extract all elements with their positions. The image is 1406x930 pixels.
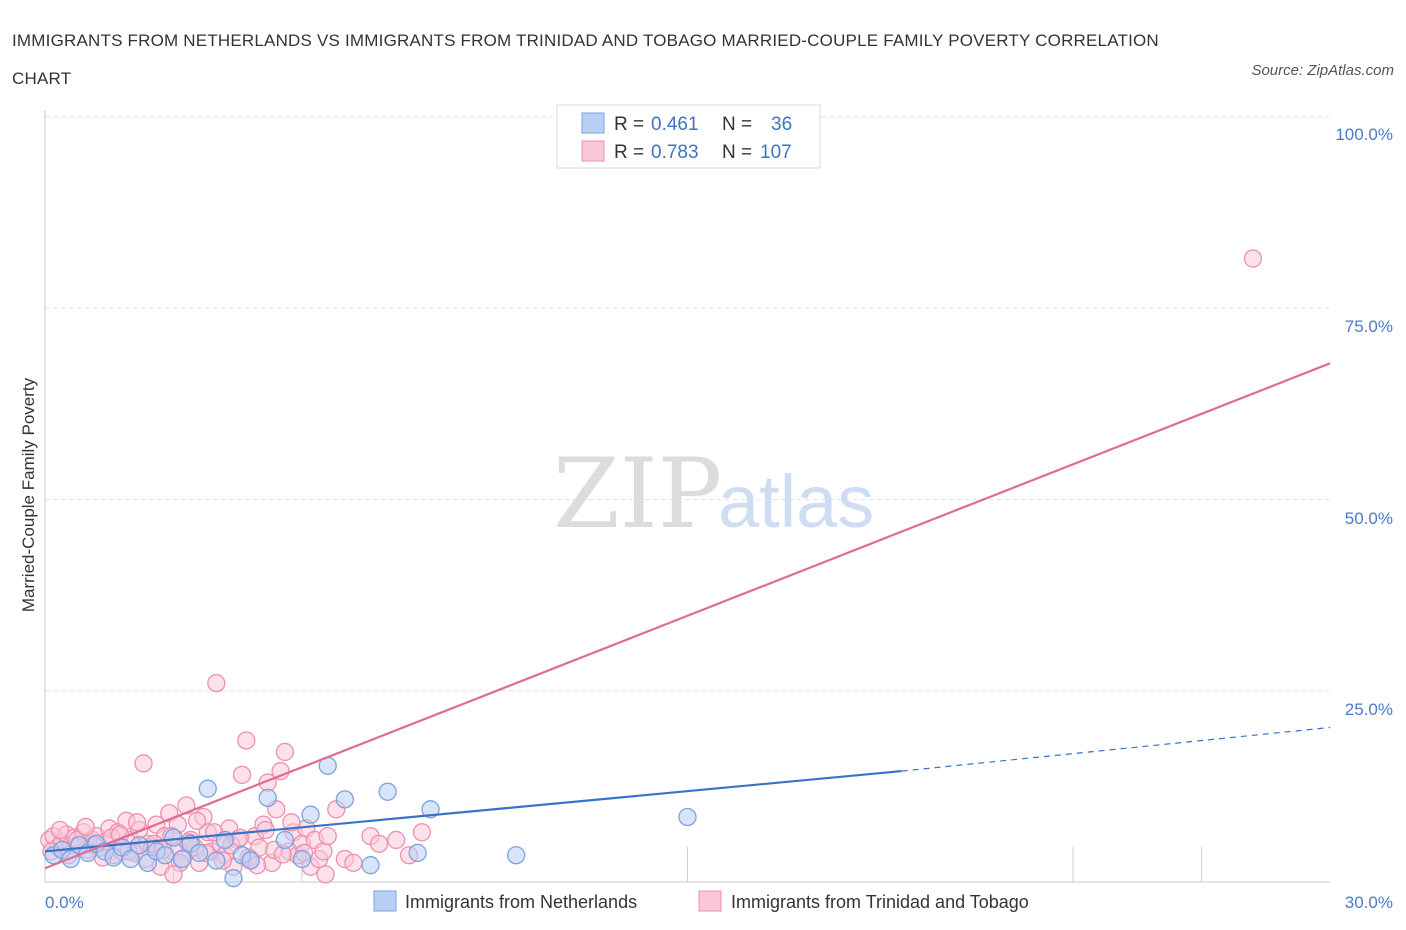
watermark-zip: ZIP <box>553 438 722 550</box>
trinidad-point <box>282 813 301 832</box>
trendline-netherlands <box>44 769 902 853</box>
netherlands-point <box>301 805 320 824</box>
trinidad-point <box>207 673 226 693</box>
trinidad-point <box>50 820 70 840</box>
y-tick-50: 50.0% <box>1345 509 1393 528</box>
x-tick-0: 0.0% <box>45 893 84 912</box>
y-tick-75: 75.0% <box>1345 317 1393 336</box>
legend-r-value-trinidad: 0.783 <box>651 142 699 163</box>
y-tick-100: 100.0% <box>1335 125 1393 144</box>
x-tick-30: 30.0% <box>1345 893 1393 912</box>
netherlands-point <box>378 782 397 801</box>
legend-n-value-trinidad: 107 <box>760 142 792 163</box>
bottom-legend-swatch-trinidad <box>698 890 722 912</box>
trinidad-point <box>164 865 183 884</box>
trendline-trinidad <box>44 362 1331 870</box>
trinidad-point <box>187 811 207 830</box>
chart-title: IMMIGRANTS FROM NETHERLANDS VS IMMIGRANT… <box>12 31 1159 88</box>
netherlands-point <box>421 800 440 819</box>
netherlands-point <box>241 851 260 870</box>
trinidad-point <box>1243 249 1263 268</box>
netherlands-point <box>335 790 354 809</box>
trinidad-point <box>318 826 337 846</box>
y-axis-label: Married-Couple Family Poverty <box>19 377 38 612</box>
trinidad-point <box>387 830 406 850</box>
netherlands-point <box>164 828 183 847</box>
netherlands-point <box>275 830 295 850</box>
netherlands-point <box>172 849 192 869</box>
y-tick-25: 25.0% <box>1345 700 1393 719</box>
legend-swatch-netherlands <box>581 112 605 134</box>
trinidad-point <box>316 865 335 884</box>
netherlands-point <box>361 856 380 875</box>
trinidad-point <box>237 731 256 750</box>
trinidad-point <box>127 813 147 832</box>
legend-n-label-trinidad: N = <box>722 142 752 163</box>
netherlands-point <box>258 788 277 807</box>
netherlands-point <box>292 849 312 869</box>
netherlands-point <box>121 849 140 869</box>
netherlands-point <box>130 836 149 855</box>
legend-n-value-netherlands: 36 <box>771 114 792 135</box>
stats-legend: R = 0.461 N = 36 R = 0.783 N = 107 <box>556 104 821 169</box>
bottom-legend-label-trinidad: Immigrants from Trinidad and Tobago <box>731 892 1029 912</box>
legend-r-label-trinidad: R = <box>614 142 644 163</box>
trinidad-point <box>369 834 389 853</box>
trinidad-point <box>232 765 252 785</box>
legend-n-label-netherlands: N = <box>722 114 752 135</box>
trinidad-point <box>412 823 432 842</box>
netherlands-point <box>224 869 243 888</box>
trendlines <box>44 362 1331 870</box>
netherlands-point <box>198 779 217 798</box>
netherlands-point <box>207 851 226 870</box>
watermark-atlas: atlas <box>718 460 874 543</box>
source-credit: Source: ZipAtlas.com <box>1251 62 1394 79</box>
trinidad-point <box>76 817 95 837</box>
trinidad-point <box>344 853 363 873</box>
series-trinidad-points <box>40 249 1263 884</box>
legend-swatch-trinidad <box>581 140 605 162</box>
netherlands-point <box>155 846 175 865</box>
legend-r-label-netherlands: R = <box>614 114 644 135</box>
trinidad-point <box>134 754 153 773</box>
netherlands-point <box>678 807 697 827</box>
legend-r-value-netherlands: 0.461 <box>651 114 699 135</box>
bottom-legend: Immigrants from Netherlands Immigrants f… <box>373 890 1029 912</box>
trinidad-point <box>314 842 333 861</box>
trinidad-point <box>271 761 290 781</box>
netherlands-point <box>507 846 526 865</box>
trinidad-point <box>275 742 295 762</box>
bottom-legend-label-netherlands: Immigrants from Netherlands <box>405 892 637 912</box>
trendline-netherlands-extension <box>901 726 1331 772</box>
bottom-legend-swatch-netherlands <box>373 890 397 912</box>
netherlands-point <box>190 843 209 863</box>
netherlands-point <box>408 843 427 863</box>
trinidad-point <box>177 796 196 815</box>
